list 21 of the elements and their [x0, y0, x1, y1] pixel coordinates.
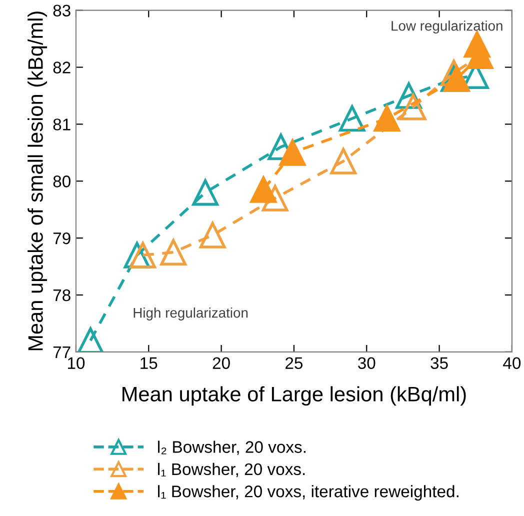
y-tick-label: 80: [53, 176, 70, 188]
y-tick-label: 82: [53, 62, 70, 74]
annotation: Low regularization: [392, 20, 502, 34]
y-axis-title: Mean uptake of small lesion (kBq/ml): [28, 12, 48, 350]
y-tick-label: 81: [53, 118, 70, 130]
x-tick-label: 35: [430, 357, 448, 370]
y-tick-label: 79: [53, 232, 70, 244]
y-tick-label: 83: [53, 4, 70, 17]
x-axis-title: Mean uptake of Large lesion (kBq/ml): [122, 386, 466, 406]
annotation: High regularization: [134, 308, 248, 320]
legend-label: l₂ Bowsher, 20 voxs.: [158, 440, 306, 455]
y-tick-label: 78: [53, 289, 70, 302]
legend-label: l₁ Bowsher, 20 voxs.: [158, 462, 305, 478]
x-tick-label: 15: [140, 357, 158, 370]
y-tick-label: 77: [53, 346, 70, 358]
x-tick-label: 10: [68, 357, 85, 370]
x-tick-label: 20: [212, 357, 230, 370]
x-tick-label: 25: [286, 357, 303, 370]
legend-label: l₁ Bowsher, 20 voxs, iterative reweighted.: [158, 485, 458, 501]
x-tick-label: 40: [503, 357, 521, 370]
x-tick-label: 30: [358, 357, 376, 370]
